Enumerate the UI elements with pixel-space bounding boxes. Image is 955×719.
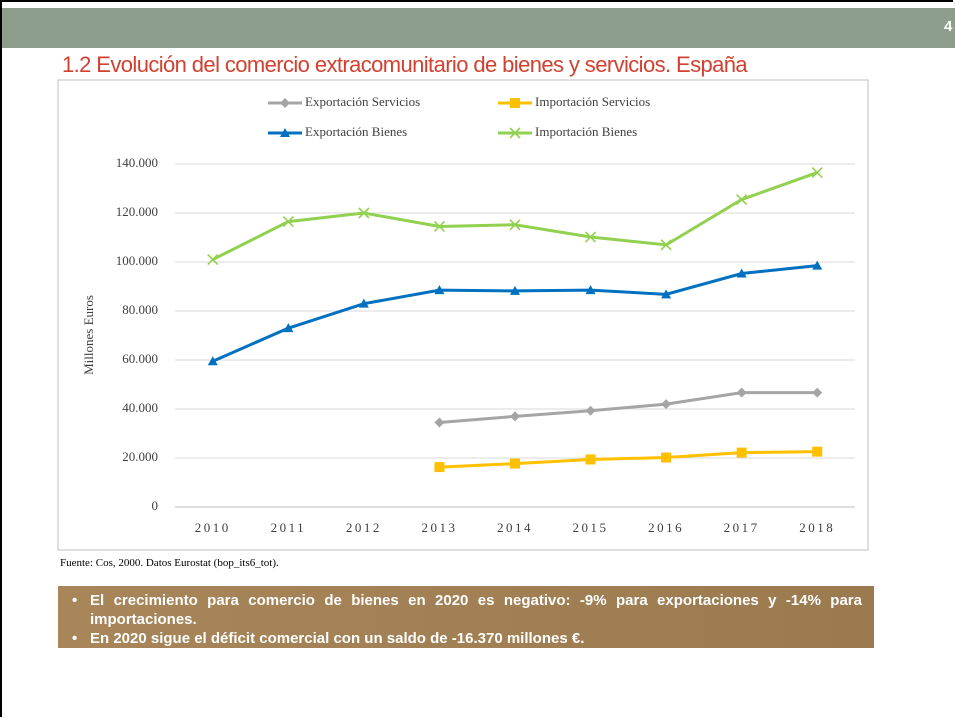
- x-tick-label: 2013: [421, 520, 457, 535]
- note: El crecimiento para comercio de bienes e…: [72, 591, 862, 629]
- data-point: [812, 446, 823, 457]
- legend-marker: [280, 128, 290, 137]
- data-point: [510, 458, 520, 469]
- data-point: [661, 399, 672, 410]
- y-tick-label: 140.000: [116, 155, 158, 170]
- y-tick-label: 120.000: [116, 204, 158, 219]
- legend-marker: [510, 98, 520, 108]
- data-point: [434, 417, 445, 428]
- note: En 2020 sigue el déficit comercial con u…: [72, 629, 862, 648]
- series-line: [439, 391, 818, 424]
- data-point: [736, 387, 747, 398]
- data-point: [661, 452, 672, 463]
- y-tick-label: 0: [152, 498, 159, 513]
- x-tick-label: 2010: [195, 520, 231, 535]
- x-tick-label: 2015: [573, 520, 609, 535]
- y-tick-label: 40.000: [122, 400, 158, 415]
- data-point: [585, 405, 596, 416]
- x-tick-label: 2011: [271, 520, 307, 535]
- data-point: [358, 207, 370, 219]
- data-point: [509, 219, 521, 231]
- chart-frame: [57, 79, 869, 551]
- x-tick-label: 2012: [346, 520, 382, 535]
- series-line: [439, 450, 818, 469]
- y-tick-label: 100.000: [116, 253, 158, 268]
- x-tick-label: 2018: [799, 520, 835, 535]
- legend-label: Importación Servicios: [535, 94, 650, 109]
- data-point: [207, 253, 219, 266]
- x-tick-label: 2014: [497, 520, 533, 535]
- data-point: [661, 289, 672, 299]
- legend-marker: [280, 98, 290, 108]
- legend-label: Exportación Servicios: [305, 94, 420, 109]
- data-point: [585, 285, 596, 295]
- legend-label: Importación Bienes: [535, 124, 637, 139]
- data-point: [283, 323, 294, 333]
- data-point: [585, 454, 596, 465]
- data-point: [207, 356, 218, 366]
- data-point: [736, 268, 747, 278]
- y-axis-label: Millones Euros: [81, 295, 96, 375]
- data-point: [660, 239, 672, 251]
- legend-marker: [509, 127, 521, 139]
- series-line: [212, 171, 818, 261]
- data-point: [584, 231, 597, 243]
- legend-label: Exportación Bienes: [305, 124, 407, 139]
- y-tick-label: 80.000: [122, 302, 158, 317]
- data-point: [434, 462, 445, 473]
- slide-title: 1.2 Evolución del comercio extracomunita…: [62, 52, 748, 77]
- y-tick-label: 20.000: [122, 449, 158, 464]
- x-tick-label: 2017: [724, 520, 760, 535]
- header-bar: [2, 8, 955, 48]
- data-point: [736, 193, 748, 206]
- y-tick-label: 60.000: [122, 351, 158, 366]
- data-point: [282, 216, 294, 228]
- data-point: [812, 387, 823, 398]
- series-line: [212, 264, 818, 363]
- source-note: Fuente: Cos, 2000. Datos Eurostat (bop_i…: [60, 557, 279, 569]
- data-point: [736, 447, 747, 458]
- data-point: [812, 260, 823, 270]
- data-point: [358, 298, 369, 308]
- page-number: 4: [944, 18, 953, 35]
- data-point: [510, 411, 520, 422]
- data-point: [433, 220, 446, 233]
- notes-box: El crecimiento para comercio de bienes e…: [58, 586, 874, 648]
- data-point: [811, 167, 823, 179]
- x-tick-label: 2016: [648, 520, 684, 535]
- data-point: [434, 285, 445, 295]
- data-point: [510, 285, 520, 295]
